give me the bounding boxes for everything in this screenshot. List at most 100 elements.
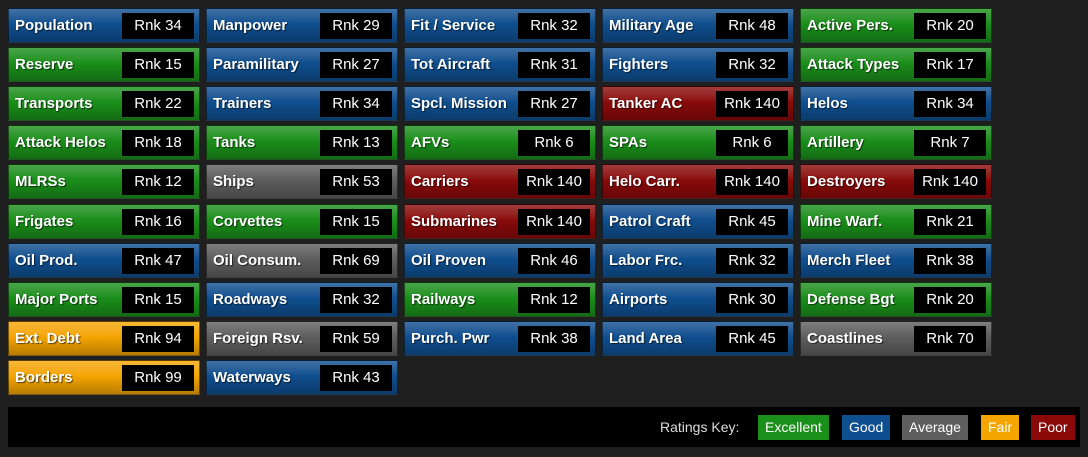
stat-rank: Rnk 15 (122, 286, 194, 313)
stat-card: Helos Rnk 34 (800, 86, 992, 122)
stat-card: Oil Proven Rnk 46 (404, 242, 596, 278)
stat-card: SPAs Rnk 6 (602, 125, 794, 161)
stat-rank: Rnk 6 (518, 130, 590, 157)
stat-card: Tanks Rnk 13 (206, 125, 398, 161)
stat-label: Corvettes (213, 212, 283, 230)
stat-rank: Rnk 12 (518, 286, 590, 313)
stat-rank: Rnk 15 (320, 208, 392, 235)
key-item: Good (842, 415, 891, 440)
stat-rank: Rnk 22 (122, 91, 194, 118)
key-item: Excellent (758, 415, 829, 440)
stat-rank: Rnk 30 (716, 286, 788, 313)
stat-card: Patrol Craft Rnk 45 (602, 203, 794, 239)
stat-label: Submarines (411, 212, 497, 230)
stat-rank: Rnk 7 (914, 130, 986, 157)
stat-card: Transports Rnk 22 (8, 86, 200, 122)
stat-card: Destroyers Rnk 140 (800, 164, 992, 200)
stat-label: Mine Warf. (807, 212, 883, 230)
stat-label: MLRSs (15, 173, 66, 191)
stat-label: Airports (609, 290, 668, 308)
stat-label: Patrol Craft (609, 212, 691, 230)
stat-label: Paramilitary (213, 56, 299, 74)
stat-card: Tanker AC Rnk 140 (602, 86, 794, 122)
stat-card: Oil Prod. Rnk 47 (8, 242, 200, 278)
stat-rank: Rnk 32 (716, 52, 788, 79)
stat-label: Fit / Service (411, 17, 496, 34)
stat-card: Ships Rnk 53 (206, 164, 398, 200)
stat-label: Tanks (213, 134, 256, 152)
stat-card: Tot Aircraft Rnk 31 (404, 47, 596, 83)
stat-card: Attack Types Rnk 17 (800, 47, 992, 83)
stat-rank: Rnk 34 (914, 91, 986, 118)
stat-label: Helos (807, 95, 848, 113)
stat-label: Frigates (15, 212, 74, 230)
stat-card: Mine Warf. Rnk 21 (800, 203, 992, 239)
stat-rank: Rnk 47 (122, 247, 194, 274)
stat-rank: Rnk 32 (518, 13, 590, 39)
key-item: Average (902, 415, 968, 440)
stat-card: Waterways Rnk 43 (206, 359, 398, 395)
stat-card: Reserve Rnk 15 (8, 47, 200, 83)
stat-label: Manpower (213, 17, 288, 34)
stat-rank: Rnk 59 (320, 325, 392, 352)
ratings-key: Ratings Key: Excellent Good Average Fair Poo… (8, 407, 1080, 447)
stat-rank: Rnk 69 (320, 247, 392, 274)
stat-card: AFVs Rnk 6 (404, 125, 596, 161)
stat-card: Population Rnk 34 (8, 8, 200, 43)
stat-rank: Rnk 32 (716, 247, 788, 274)
stat-rank: Rnk 99 (122, 364, 194, 391)
stat-rank: Rnk 31 (518, 52, 590, 79)
stat-rank: Rnk 34 (122, 13, 194, 39)
stat-label: Coastlines (807, 329, 883, 347)
stat-card: Paramilitary Rnk 27 (206, 47, 398, 83)
stat-label: Oil Consum. (213, 251, 302, 269)
stat-label: Land Area (609, 329, 682, 347)
stat-card: Attack Helos Rnk 18 (8, 125, 200, 161)
stat-label: Destroyers (807, 173, 886, 191)
stat-rank: Rnk 17 (914, 52, 986, 79)
stat-rank: Rnk 13 (320, 130, 392, 157)
stat-label: Labor Frc. (609, 251, 683, 269)
stat-label: Defense Bgt (807, 290, 895, 308)
stat-label: Tot Aircraft (411, 56, 491, 74)
stat-rank: Rnk 27 (518, 91, 590, 118)
stat-card: Borders Rnk 99 (8, 359, 200, 395)
stat-card: Corvettes Rnk 15 (206, 203, 398, 239)
stat-rank: Rnk 20 (914, 286, 986, 313)
stat-card: Active Pers. Rnk 20 (800, 8, 992, 43)
stat-rank: Rnk 53 (320, 169, 392, 196)
stat-label: Fighters (609, 56, 669, 74)
stat-label: Attack Types (807, 56, 900, 74)
stat-label: Military Age (609, 17, 694, 34)
stat-card: Frigates Rnk 16 (8, 203, 200, 239)
key-item: Poor (1031, 415, 1075, 440)
stat-card: Coastlines Rnk 70 (800, 320, 992, 356)
stat-card: Merch Fleet Rnk 38 (800, 242, 992, 278)
stat-label: Active Pers. (807, 17, 893, 34)
stat-card: Carriers Rnk 140 (404, 164, 596, 200)
stat-rank: Rnk 46 (518, 247, 590, 274)
stat-card: Major Ports Rnk 15 (8, 281, 200, 317)
stat-card: Ext. Debt Rnk 94 (8, 320, 200, 356)
stat-label: AFVs (411, 134, 450, 152)
stat-rank: Rnk 43 (320, 364, 392, 391)
stat-rank: Rnk 140 (914, 169, 986, 196)
stat-card: MLRSs Rnk 12 (8, 164, 200, 200)
stat-card: Manpower Rnk 29 (206, 8, 398, 43)
stat-card: Defense Bgt Rnk 20 (800, 281, 992, 317)
stat-label: Transports (15, 95, 93, 113)
stat-card: Fighters Rnk 32 (602, 47, 794, 83)
stat-card: Labor Frc. Rnk 32 (602, 242, 794, 278)
stat-label: Trainers (213, 95, 272, 113)
stat-label: Purch. Pwr (411, 329, 490, 347)
stat-rank: Rnk 21 (914, 208, 986, 235)
key-item: Fair (981, 415, 1020, 440)
stat-rank: Rnk 29 (320, 13, 392, 39)
stat-rank: Rnk 140 (716, 91, 788, 118)
stat-card: Artillery Rnk 7 (800, 125, 992, 161)
stat-rank: Rnk 16 (122, 208, 194, 235)
stat-rank: Rnk 140 (518, 208, 590, 235)
stat-label: Spcl. Mission (411, 95, 507, 113)
stat-card: Railways Rnk 12 (404, 281, 596, 317)
